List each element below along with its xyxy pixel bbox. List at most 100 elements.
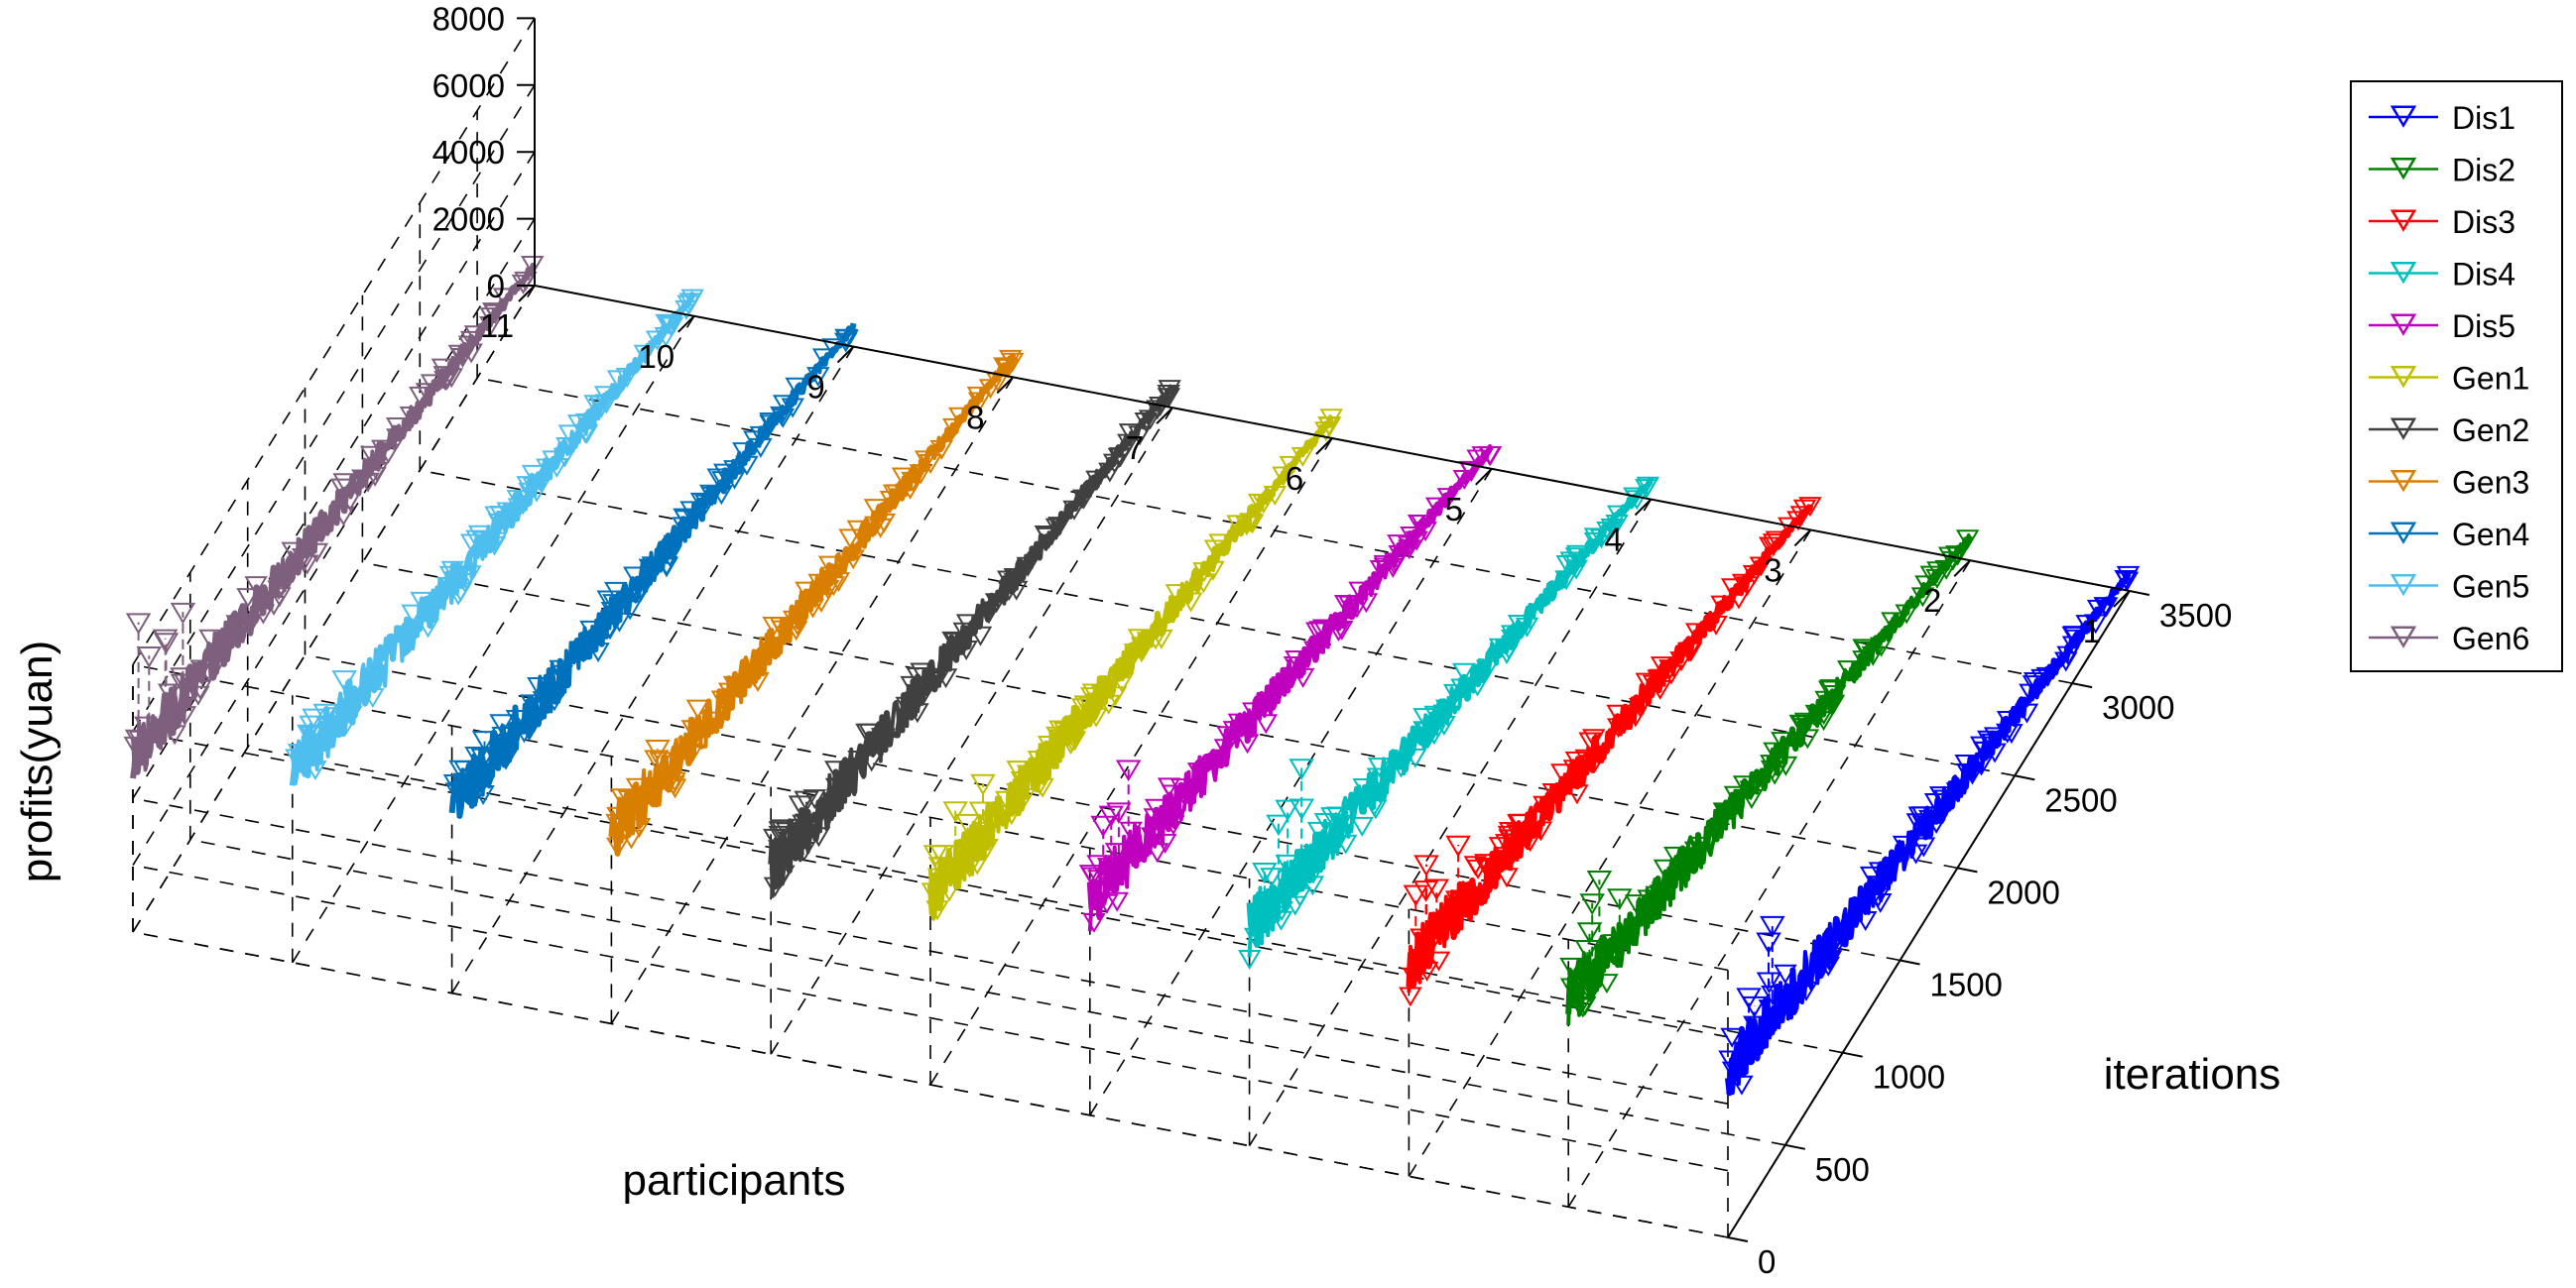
- series-marker: [1070, 698, 1095, 719]
- series-marker: [1636, 476, 1660, 497]
- series-marker: [1881, 612, 1904, 633]
- series-marker: [659, 770, 683, 791]
- series-marker: [198, 629, 222, 649]
- series-marker: [689, 492, 714, 513]
- series-marker: [323, 707, 348, 728]
- series-marker: [1052, 722, 1077, 743]
- series-marker: [386, 428, 410, 449]
- series-marker: [859, 752, 884, 772]
- series-marker: [1688, 836, 1712, 857]
- series-marker: [1333, 834, 1358, 855]
- series-marker: [356, 472, 380, 493]
- series-marker: [1606, 718, 1631, 739]
- series-marker: [1465, 676, 1490, 697]
- series-marker: [552, 447, 577, 468]
- series-marker: [1143, 808, 1167, 829]
- series-marker: [376, 443, 401, 464]
- series-marker: [1653, 859, 1677, 879]
- series-marker: [543, 691, 566, 712]
- series-marker: [1718, 1050, 1742, 1071]
- participant-tick: [1953, 559, 1971, 577]
- axes: profits(yuan) participants iterations 1 2…: [13, 0, 2280, 1280]
- series-spike-marker: [1288, 759, 1314, 780]
- iterations-axis-line: [1727, 590, 2131, 1238]
- series-marker: [281, 541, 305, 562]
- series-marker: [1602, 934, 1626, 955]
- series-marker: [623, 566, 647, 587]
- series-marker: [1760, 760, 1784, 780]
- iteration-tick-label: 1000: [1873, 1059, 1945, 1096]
- series-marker: [1138, 410, 1163, 430]
- series-marker: [225, 615, 249, 636]
- series-marker: [732, 442, 756, 463]
- participant-tick-label: 3: [1764, 551, 1781, 588]
- profit-tick-label: 6000: [432, 67, 505, 104]
- legend-marker: [2390, 522, 2417, 544]
- series-marker: [1506, 824, 1530, 845]
- series-marker: [1574, 749, 1599, 769]
- series-marker: [819, 566, 844, 587]
- iteration-tick-label: 2500: [2044, 781, 2117, 818]
- iteration-tick-label: 0: [1758, 1243, 1776, 1280]
- series-marker: [1120, 843, 1144, 864]
- series-marker: [941, 417, 966, 438]
- grid-side-profit: [132, 84, 536, 733]
- series-marker: [1466, 449, 1490, 470]
- series-marker: [1078, 865, 1103, 885]
- series-marker: [1348, 581, 1372, 602]
- series-marker: [435, 369, 460, 390]
- series-marker: [711, 471, 735, 492]
- series-marker: [1628, 698, 1653, 718]
- series-spike-marker: [299, 715, 324, 738]
- grid-floor-participant: [450, 346, 855, 995]
- series-marker: [2019, 683, 2042, 704]
- legend-item-gen4: Gen4: [2369, 517, 2529, 552]
- series-marker: [1208, 533, 1232, 554]
- legend-marker: [2390, 313, 2417, 336]
- series-marker: [952, 622, 976, 643]
- series-marker: [1127, 629, 1152, 649]
- series-spike-marker: [1266, 814, 1291, 837]
- series-marker: [1852, 650, 1876, 671]
- series-marker: [1600, 519, 1625, 539]
- series-marker: [1565, 784, 1589, 805]
- series-marker: [1119, 821, 1143, 842]
- series-marker: [1145, 843, 1169, 864]
- series-marker: [1243, 927, 1268, 948]
- series-marker: [1308, 621, 1332, 642]
- series-spike-marker: [1579, 893, 1605, 915]
- series-marker: [1923, 792, 1948, 813]
- iteration-tick: [2129, 590, 2150, 596]
- series-marker: [237, 616, 262, 637]
- series-marker: [1811, 711, 1836, 732]
- series-spike-marker: [471, 731, 498, 753]
- series-marker: [1794, 981, 1818, 1001]
- series-marker: [1242, 702, 1266, 723]
- series-marker: [1972, 741, 1997, 761]
- series-marker: [1338, 595, 1362, 616]
- series-marker: [2063, 629, 2088, 649]
- participant-tick-label: 8: [966, 399, 984, 435]
- series-marker: [1405, 530, 1429, 551]
- series-marker: [1583, 527, 1608, 548]
- series-marker: [262, 595, 286, 616]
- series-marker: [1079, 687, 1104, 708]
- series-marker: [485, 750, 510, 770]
- series-marker: [1144, 630, 1167, 650]
- series-marker: [984, 593, 1009, 614]
- series-marker: [535, 458, 559, 479]
- series-spike-marker: [136, 646, 163, 668]
- series-spike-marker: [1760, 915, 1785, 938]
- iteration-tick: [1784, 1143, 1805, 1150]
- series-marker: [292, 552, 316, 573]
- series-marker: [1554, 570, 1578, 591]
- legend-label: Gen5: [2452, 569, 2529, 605]
- series-marker: [1495, 868, 1519, 888]
- series-marker: [1727, 589, 1751, 610]
- series-spike-marker: [1576, 922, 1603, 944]
- series-marker: [416, 618, 440, 639]
- series-marker: [1649, 668, 1672, 689]
- legend-marker: [2390, 209, 2417, 232]
- series-marker: [742, 430, 767, 451]
